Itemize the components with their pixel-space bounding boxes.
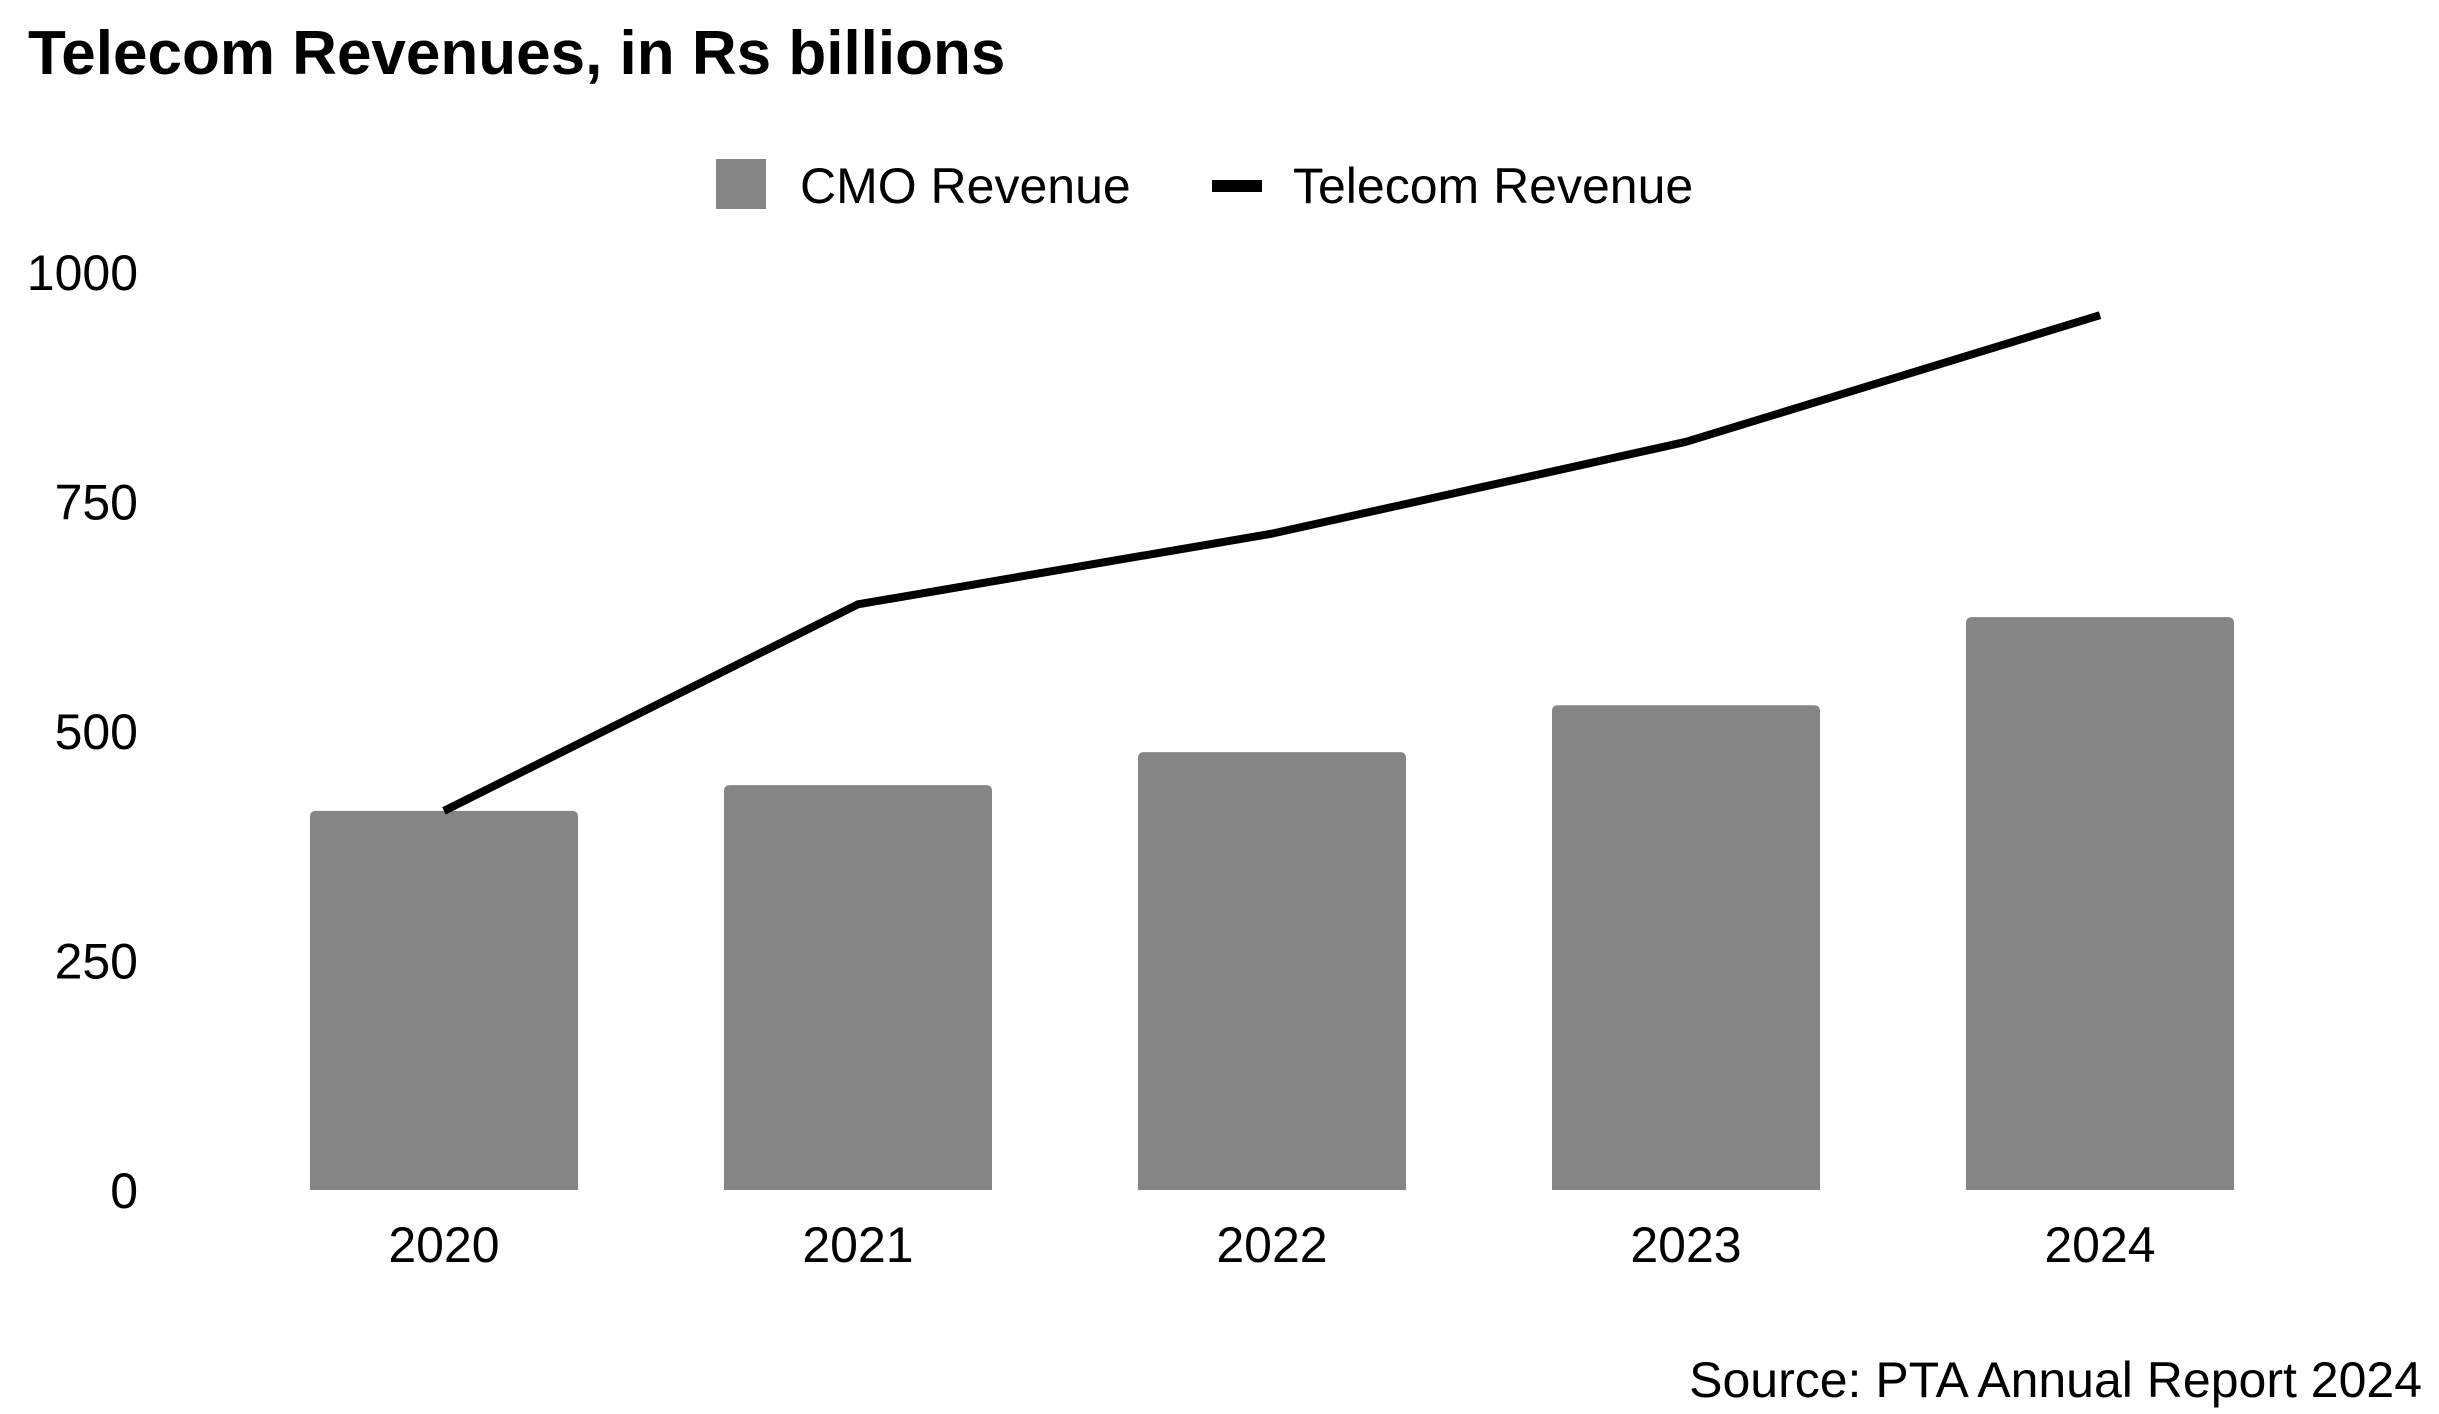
source-note: Source: PTA Annual Report 2024 [1689, 1352, 2422, 1408]
y-tick-label: 750 [55, 475, 138, 531]
x-axis-tick-labels: 2020 2021 2022 2023 2024 [388, 1217, 2155, 1273]
y-tick-label: 250 [55, 934, 138, 990]
bar-cmo-revenue-2020 [310, 810, 578, 1190]
legend-swatch-telecom-revenue [1212, 180, 1262, 192]
bar-cmo-revenue-2024 [1966, 617, 2234, 1190]
y-tick-label: 1000 [27, 245, 138, 301]
y-tick-label: 500 [55, 704, 138, 760]
legend-label-cmo-revenue: CMO Revenue [800, 158, 1131, 214]
line-series-telecom-revenue [442, 311, 2102, 815]
x-tick-label: 2023 [1630, 1217, 1741, 1273]
bar-cmo-revenue-2021 [724, 785, 992, 1190]
bar-cmo-revenue-2022 [1138, 752, 1406, 1190]
line-telecom-revenue [442, 311, 2102, 815]
bar-cmo-revenue-2023 [1552, 705, 1820, 1190]
legend-swatch-cmo-revenue [716, 159, 766, 209]
x-tick-label: 2021 [802, 1217, 913, 1273]
x-tick-label: 2022 [1216, 1217, 1327, 1273]
x-tick-label: 2020 [388, 1217, 499, 1273]
x-tick-label: 2024 [2044, 1217, 2155, 1273]
bar-series-cmo-revenue [310, 617, 2234, 1190]
y-tick-label: 0 [110, 1163, 138, 1219]
chart-title: Telecom Revenues, in Rs billions [28, 19, 1005, 88]
legend: CMO Revenue Telecom Revenue [716, 158, 1693, 214]
legend-label-telecom-revenue: Telecom Revenue [1293, 158, 1693, 214]
y-axis-tick-labels: 0 250 500 750 1000 [27, 245, 138, 1219]
